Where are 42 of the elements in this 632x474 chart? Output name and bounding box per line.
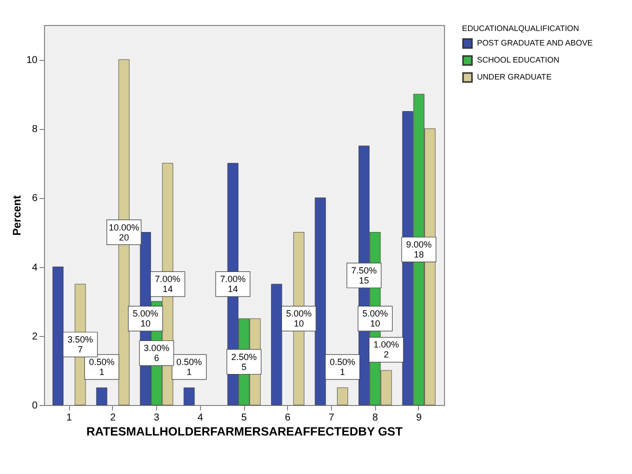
- data-label: 0.50% 1: [330, 357, 356, 377]
- data-label: 9.00% 18: [406, 240, 432, 260]
- y-tick-label: 0: [32, 400, 38, 412]
- legend-label: SCHOOL EDUCATION: [477, 56, 560, 64]
- data-label: 7.50% 15: [351, 265, 377, 286]
- data-label: 0.50% 1: [176, 357, 202, 377]
- data-label: 1.00% 2: [373, 340, 400, 360]
- data-label: 0.50% 1: [88, 357, 115, 377]
- y-tick-label: 2: [32, 331, 38, 342]
- y-axis-title: Percent: [11, 194, 24, 236]
- data-label: 2.50% 5: [231, 352, 257, 372]
- data-label: 5.00% 10: [132, 308, 158, 329]
- bar: [271, 284, 282, 406]
- legend-label: UNDER GRADUATE: [477, 72, 552, 82]
- x-tick-label: 6: [284, 412, 291, 424]
- legend-title: EDUCATIONALQUALIFICATION: [462, 24, 580, 33]
- data-label: 7.00% 14: [154, 274, 180, 294]
- x-tick-label: 8: [372, 412, 378, 424]
- x-tick-label: 9: [416, 412, 422, 424]
- y-tick-label: 6: [32, 193, 38, 204]
- x-tick-label: 1: [66, 412, 72, 424]
- x-tick-label: 3: [154, 412, 160, 424]
- bar: [96, 388, 108, 406]
- bar: [314, 198, 326, 406]
- legend-label: POST GRADUATE AND ABOVE: [477, 38, 593, 48]
- y-tick-label: 8: [32, 124, 38, 136]
- bar: [52, 266, 64, 406]
- data-label: 3.50% 7: [67, 334, 94, 355]
- x-tick-label: 2: [110, 412, 116, 424]
- data-label: 3.00% 6: [144, 343, 170, 364]
- x-tick-label: 5: [241, 412, 248, 424]
- data-label: 7.00% 14: [220, 274, 246, 294]
- x-tick-label: 7: [328, 412, 335, 424]
- x-tick-label: 4: [198, 412, 204, 424]
- y-tick-label: 4: [32, 262, 38, 274]
- data-label: 5.00% 10: [362, 308, 388, 329]
- bar: [337, 388, 348, 406]
- data-label: 5.00% 10: [286, 308, 312, 329]
- bar: [184, 388, 195, 406]
- data-label: 10.00% 20: [108, 222, 140, 242]
- y-tick-label: 10: [26, 55, 38, 66]
- x-axis-title: RATESMALLHOLDERFARMERSAREAFFECTEDBY GST: [86, 424, 404, 438]
